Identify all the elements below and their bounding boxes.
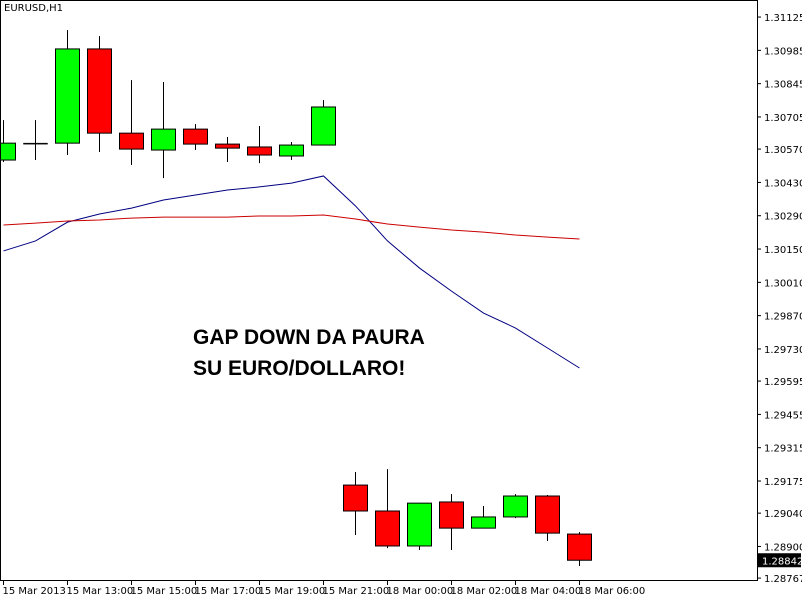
x-tick-label: 15 Mar 2013 (3, 586, 66, 597)
x-tick-label: 18 Mar 02:00 (451, 586, 518, 597)
y-tick-label: 1.29730 (764, 345, 802, 356)
candle-body (343, 484, 368, 512)
x-tick-label: 18 Mar 00:00 (387, 586, 454, 597)
candle-body (55, 48, 80, 144)
candle-body (1, 142, 16, 161)
chart-title: EURUSD,H1 (4, 3, 63, 14)
x-tick-label: 18 Mar 04:00 (515, 586, 582, 597)
candle-body (23, 142, 48, 145)
x-tick-label: 15 Mar 17:00 (195, 586, 262, 597)
y-tick-label: 1.30290 (764, 212, 802, 223)
candle-body (535, 495, 560, 534)
last-price-label: 1.28842 (762, 556, 802, 567)
x-tick-label: 15 Mar 19:00 (259, 586, 326, 597)
y-tick-label: 1.29040 (764, 509, 802, 520)
y-tick-label: 1.30705 (764, 113, 802, 124)
y-tick-label: 1.29175 (764, 477, 802, 488)
x-tick-label: 18 Mar 06:00 (579, 586, 646, 597)
plot-frame (0, 0, 758, 581)
last-price-box (758, 553, 801, 568)
y-tick-label: 1.28900 (764, 542, 802, 553)
candle-body (311, 106, 336, 146)
candle-body (183, 128, 208, 145)
candle-body (247, 146, 272, 156)
candle-body (119, 132, 144, 150)
candle-body (151, 128, 176, 151)
y-tick-label: 1.30845 (764, 80, 802, 91)
y-tick-label: 1.30010 (764, 278, 802, 289)
candle-body (567, 533, 592, 561)
candle-body (215, 143, 240, 149)
y-tick-label: 1.30570 (764, 145, 802, 156)
candle-body (503, 495, 528, 518)
candle-body (375, 510, 400, 547)
x-tick-label: 15 Mar 21:00 (323, 586, 390, 597)
candle-body (279, 144, 304, 157)
y-tick-label: 1.28767 (764, 574, 802, 585)
candle-body (471, 516, 496, 529)
y-tick-label: 1.29870 (764, 312, 802, 323)
y-tick-label: 1.30430 (764, 178, 802, 189)
annotation: SU EURO/DOLLARO! (193, 357, 405, 380)
candle-body (87, 48, 112, 134)
y-tick-label: 1.29455 (764, 410, 802, 421)
y-tick-label: 1.30985 (764, 46, 802, 57)
y-tick-label: 1.31125 (764, 13, 802, 24)
x-tick-label: 15 Mar 15:00 (131, 586, 198, 597)
moving-average-line (3, 214, 580, 240)
y-tick-label: 1.30150 (764, 245, 802, 256)
annotation: GAP DOWN DA PAURA (193, 326, 425, 349)
plot-area (1, 30, 592, 566)
y-tick-label: 1.29315 (764, 444, 802, 455)
candle-body (439, 501, 464, 529)
moving-average-line (3, 175, 580, 369)
candle-body (407, 502, 432, 547)
y-tick-label: 1.29595 (764, 377, 802, 388)
x-tick-label: 15 Mar 13:00 (67, 586, 134, 597)
